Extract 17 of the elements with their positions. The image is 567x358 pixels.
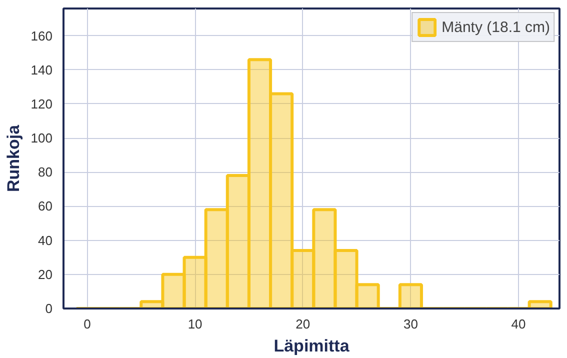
x-tick-label: 0 [84,316,91,332]
x-tick-label: 30 [403,316,418,332]
y-tick-label: 20 [38,266,53,282]
y-tick-label: 120 [30,96,53,112]
y-tick-label: 40 [38,232,53,248]
y-tick-label: 80 [38,164,53,180]
x-tick-label: 40 [511,316,526,332]
y-tick-label: 0 [45,301,53,316]
x-axis-title: Läpimitta [274,336,350,356]
y-tick-label: 140 [30,62,53,78]
y-tick-label: 60 [38,198,53,214]
y-tick-label: 100 [30,130,53,146]
y-tick-label: 160 [30,28,53,44]
x-tick-label: 20 [296,316,310,332]
y-axis-title: Runkoja [4,124,23,192]
x-tick-label: 10 [188,316,202,332]
legend-label: Mänty (18.1 cm) [442,18,550,36]
